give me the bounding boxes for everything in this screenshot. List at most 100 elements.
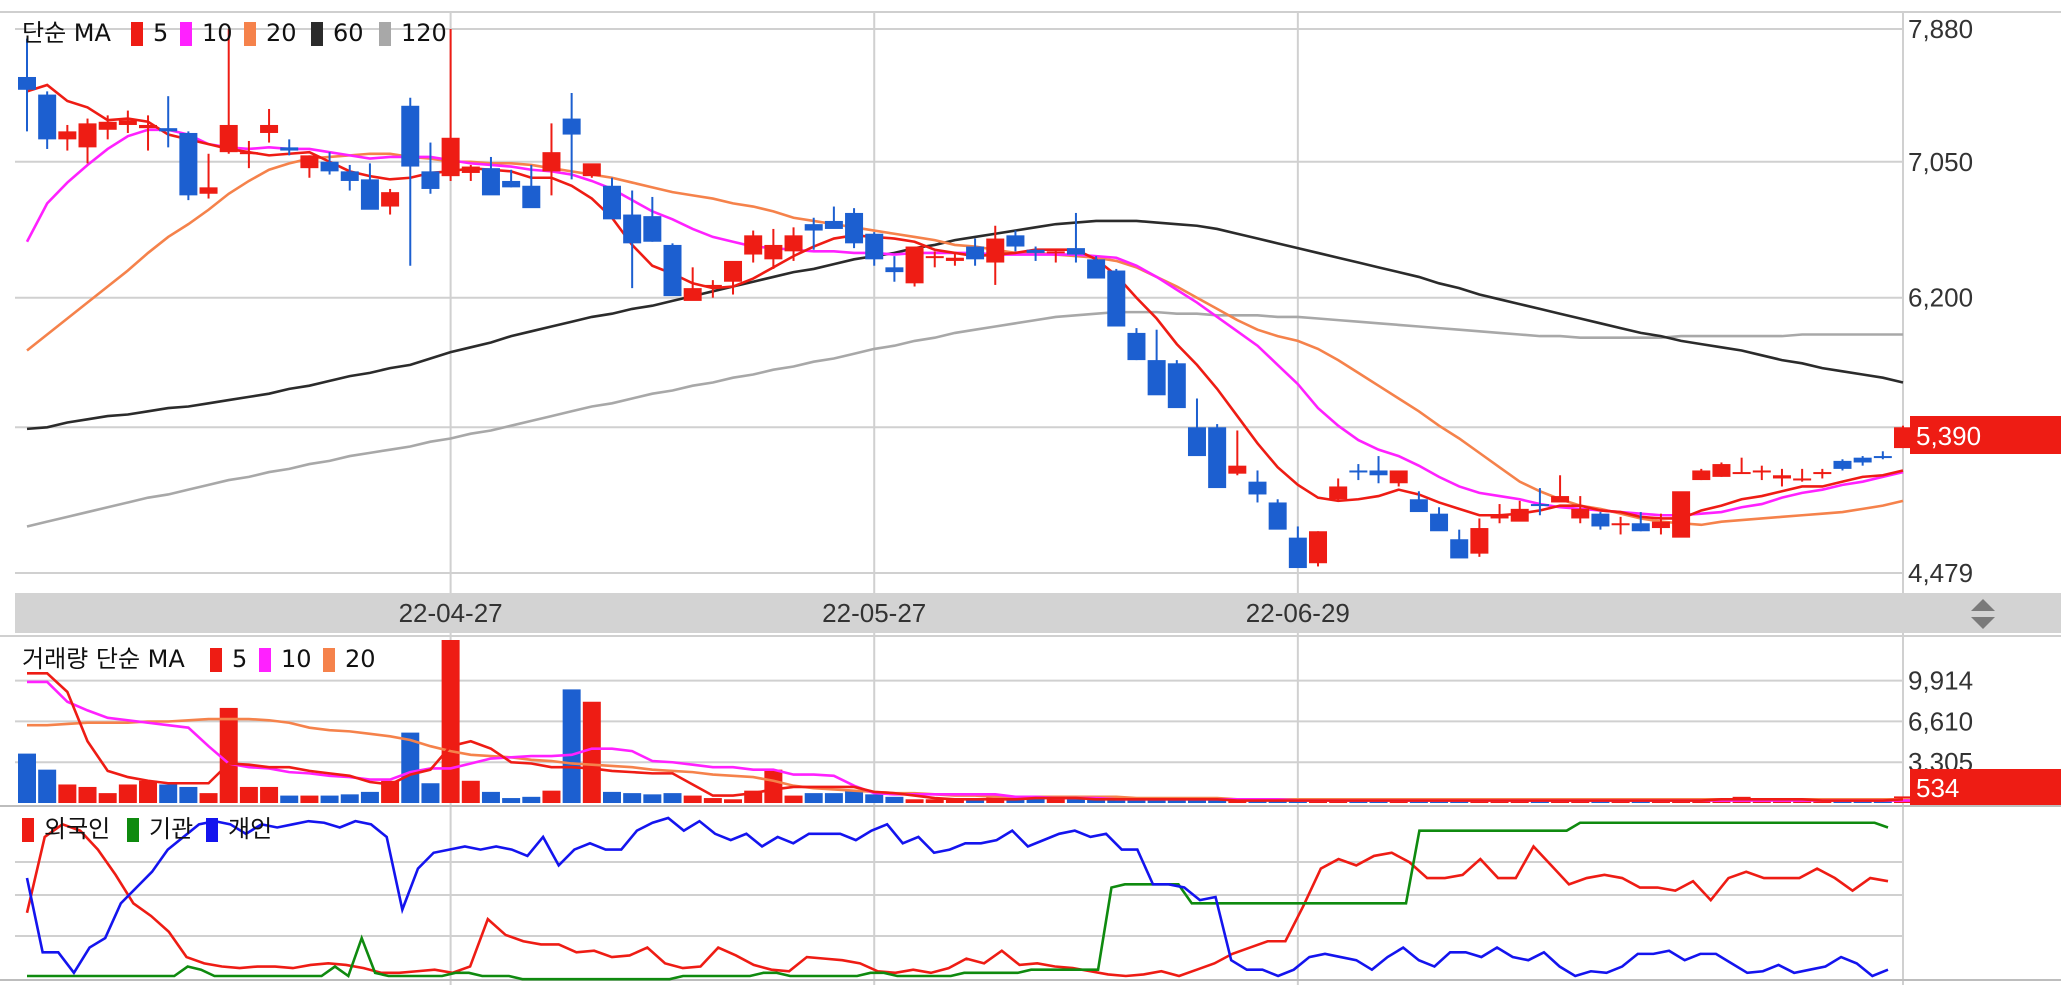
candle[interactable] bbox=[925, 251, 944, 268]
candle[interactable] bbox=[58, 124, 77, 151]
volume-bar[interactable] bbox=[1187, 799, 1206, 803]
candle[interactable] bbox=[1470, 518, 1489, 557]
candle[interactable] bbox=[1349, 464, 1368, 481]
candle[interactable] bbox=[582, 163, 601, 178]
volume-bar[interactable] bbox=[1208, 799, 1227, 803]
candle[interactable] bbox=[1309, 531, 1328, 567]
volume-bar[interactable] bbox=[98, 793, 117, 803]
volume-bar[interactable] bbox=[260, 786, 279, 803]
candle[interactable] bbox=[905, 246, 924, 287]
candle[interactable] bbox=[1450, 529, 1469, 559]
volume-bar[interactable] bbox=[865, 794, 884, 803]
candle[interactable] bbox=[1530, 488, 1549, 516]
volume-bar[interactable] bbox=[280, 795, 299, 803]
candle[interactable] bbox=[1107, 268, 1126, 327]
volume-bar[interactable] bbox=[683, 795, 702, 803]
candle[interactable] bbox=[724, 260, 743, 295]
candle[interactable] bbox=[1248, 470, 1267, 503]
candle[interactable] bbox=[360, 163, 379, 210]
candle[interactable] bbox=[663, 243, 682, 297]
candle[interactable] bbox=[340, 164, 359, 191]
candle[interactable] bbox=[1066, 212, 1085, 263]
candle[interactable] bbox=[784, 227, 803, 261]
candle[interactable] bbox=[703, 280, 722, 298]
candle[interactable] bbox=[1551, 475, 1570, 503]
candle[interactable] bbox=[1329, 478, 1348, 501]
candle[interactable] bbox=[260, 108, 279, 143]
volume-bar[interactable] bbox=[58, 784, 77, 803]
candle[interactable] bbox=[461, 164, 480, 181]
candle[interactable] bbox=[1793, 468, 1812, 482]
volume-bar[interactable] bbox=[159, 784, 178, 803]
candle[interactable] bbox=[966, 238, 985, 266]
candle[interactable] bbox=[1268, 499, 1287, 530]
volume-bar[interactable] bbox=[845, 790, 864, 803]
volume-bar[interactable] bbox=[441, 640, 460, 803]
candle[interactable] bbox=[1732, 457, 1751, 475]
volume-bar[interactable] bbox=[1167, 799, 1186, 803]
candle[interactable] bbox=[179, 131, 198, 201]
candle[interactable] bbox=[1430, 507, 1449, 532]
candle[interactable] bbox=[885, 256, 904, 282]
candle[interactable] bbox=[1087, 256, 1106, 279]
volume-bar[interactable] bbox=[38, 769, 57, 803]
candle[interactable] bbox=[1167, 360, 1186, 409]
candle[interactable] bbox=[623, 190, 642, 289]
candle[interactable] bbox=[1894, 425, 1912, 449]
volume-bar[interactable] bbox=[78, 786, 97, 803]
candle[interactable] bbox=[159, 96, 178, 148]
volume-bar[interactable] bbox=[784, 795, 803, 803]
candle[interactable] bbox=[421, 142, 440, 194]
volume-bar[interactable] bbox=[1026, 796, 1045, 803]
volume-bar[interactable] bbox=[562, 689, 581, 803]
candle[interactable] bbox=[1571, 496, 1590, 524]
candle[interactable] bbox=[300, 155, 319, 178]
candle[interactable] bbox=[78, 118, 97, 164]
candle[interactable] bbox=[1692, 468, 1711, 481]
candle[interactable] bbox=[481, 156, 500, 196]
volume-bar[interactable] bbox=[1046, 798, 1065, 803]
volume-bar[interactable] bbox=[502, 798, 521, 803]
candle[interactable] bbox=[1752, 465, 1771, 481]
volume-bar[interactable] bbox=[824, 793, 843, 803]
candle[interactable] bbox=[744, 230, 763, 263]
candle[interactable] bbox=[381, 188, 400, 215]
candle[interactable] bbox=[502, 169, 521, 188]
volume-bar[interactable] bbox=[300, 795, 319, 803]
candle[interactable] bbox=[845, 208, 864, 249]
volume-bar[interactable] bbox=[703, 798, 722, 803]
volume-bar[interactable] bbox=[340, 794, 359, 803]
volume-bar[interactable] bbox=[925, 799, 944, 803]
candle[interactable] bbox=[1712, 462, 1731, 477]
volume-bar[interactable] bbox=[320, 795, 339, 803]
volume-bar[interactable] bbox=[461, 780, 480, 803]
candle[interactable] bbox=[139, 115, 158, 151]
candle[interactable] bbox=[1611, 516, 1630, 535]
candle[interactable] bbox=[1208, 424, 1227, 489]
candle[interactable] bbox=[1026, 246, 1045, 261]
candle[interactable] bbox=[1651, 513, 1670, 535]
volume-bar[interactable] bbox=[421, 783, 440, 803]
candle[interactable] bbox=[683, 267, 702, 301]
candle[interactable] bbox=[199, 153, 218, 199]
candle[interactable] bbox=[219, 29, 238, 154]
volume-bar[interactable] bbox=[522, 796, 541, 803]
volume-bar[interactable] bbox=[199, 793, 218, 803]
candle[interactable] bbox=[562, 92, 581, 180]
volume-bar[interactable] bbox=[360, 791, 379, 803]
candle[interactable] bbox=[865, 232, 884, 266]
volume-bar[interactable] bbox=[219, 707, 238, 803]
candle[interactable] bbox=[98, 115, 117, 140]
up-down-arrows-icon[interactable] bbox=[1971, 599, 1995, 629]
candle[interactable] bbox=[1006, 230, 1025, 252]
candle[interactable] bbox=[804, 217, 823, 250]
candle[interactable] bbox=[1853, 456, 1872, 466]
candle[interactable] bbox=[1046, 249, 1065, 263]
candle[interactable] bbox=[441, 29, 460, 181]
candle[interactable] bbox=[1228, 430, 1247, 476]
candle[interactable] bbox=[1187, 398, 1206, 457]
candle[interactable] bbox=[1389, 470, 1408, 487]
volume-bar[interactable] bbox=[885, 796, 904, 803]
volume-bar[interactable] bbox=[582, 701, 601, 803]
